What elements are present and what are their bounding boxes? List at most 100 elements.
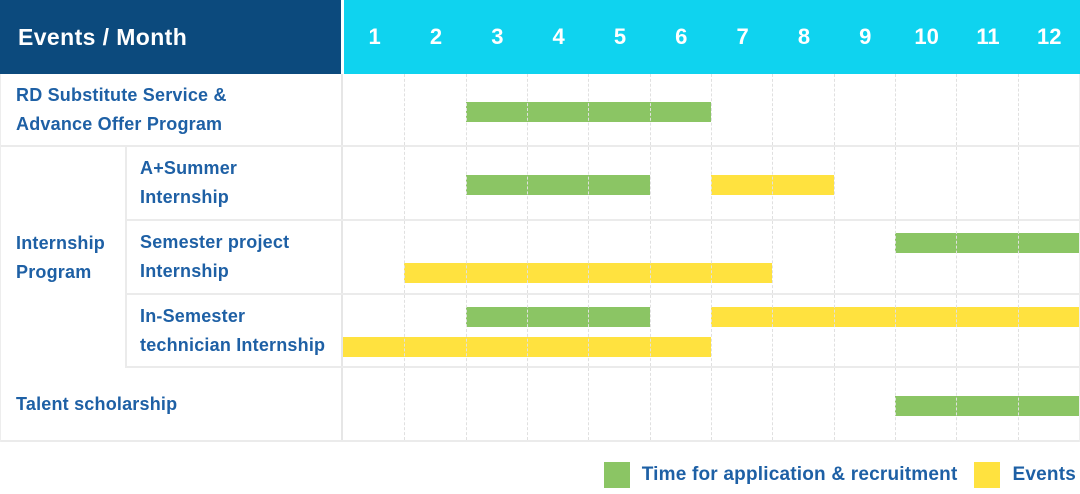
month-gridline	[895, 221, 896, 293]
month-tick-5: 5	[613, 24, 627, 49]
gantt-lane-in-semester	[341, 295, 1079, 366]
month-gridline	[956, 221, 958, 293]
month-gridline	[1017, 74, 1019, 145]
month-gridline	[711, 221, 712, 293]
application-color-swatch	[603, 462, 630, 488]
month-gridline	[895, 368, 896, 440]
gantt-lane-talent-scholarship	[341, 368, 1079, 440]
row-label-line: Talent scholarship	[16, 393, 178, 414]
month-tick-10: 10	[914, 24, 939, 49]
month-gridline	[711, 147, 712, 219]
month-gridline	[956, 74, 958, 145]
month-gridline	[833, 74, 835, 145]
table-row-semester-project: Semester project Internship	[125, 221, 1079, 295]
group-label-internship-program: Internship Program	[1, 147, 125, 368]
month-gridline	[833, 147, 835, 219]
row-label-line: Internship	[140, 187, 230, 207]
legend-item-events: Events	[974, 462, 1076, 488]
gantt-bar-application	[465, 101, 711, 122]
gantt-lane-rd-substitute	[341, 74, 1079, 145]
month-gridline	[772, 147, 774, 219]
month-gridline	[772, 74, 774, 145]
row-label-in-semester: In-Semester technician Internship	[125, 295, 341, 366]
gantt-bar-application	[895, 396, 1079, 416]
month-gridline	[772, 295, 774, 366]
month-gridline	[465, 74, 467, 145]
legend-item-application: Time for application & recruitment	[603, 462, 958, 488]
legend-label-events: Events	[1012, 464, 1076, 485]
month-gridline	[1017, 368, 1019, 440]
group-subrows: A+Summer Internship Semester project Int…	[125, 147, 1079, 368]
month-gridline	[833, 368, 835, 440]
events-color-swatch	[974, 462, 1001, 488]
month-gridline	[527, 147, 528, 219]
month-gridline	[649, 221, 651, 293]
month-gridline	[711, 368, 712, 440]
gantt-lane-semester-project	[341, 221, 1079, 293]
month-gridline	[527, 368, 528, 440]
month-gridline	[404, 147, 406, 219]
month-gridline	[772, 368, 774, 440]
month-tick-7: 7	[736, 24, 749, 49]
month-gridline	[956, 295, 958, 366]
month-gridline	[404, 221, 406, 293]
month-gridline	[1017, 221, 1019, 293]
month-tick-8: 8	[797, 24, 811, 49]
gantt-bar-application	[895, 233, 1079, 253]
month-axis: 1 2 3 4 5 6 7 8 9 10 11 12	[344, 0, 1080, 74]
table-header-row: Events / Month 1 2 3 4 5 6 7 8 9 10 11 1…	[0, 0, 1080, 74]
row-label-semester-project: Semester project Internship	[125, 221, 341, 293]
month-tick-12: 12	[1037, 24, 1062, 49]
month-gridline	[404, 74, 406, 145]
month-tick-9: 9	[859, 24, 872, 49]
month-gridline	[711, 295, 712, 366]
month-gridline	[649, 295, 651, 366]
month-gridline	[895, 74, 896, 145]
legend-label-application: Time for application & recruitment	[641, 464, 958, 485]
month-gridline	[588, 147, 590, 219]
month-gridline	[465, 221, 467, 293]
month-gridline	[588, 295, 590, 366]
month-gridline	[588, 74, 590, 145]
row-label-line: A+Summer	[140, 158, 238, 178]
row-label-rd-substitute: RD Substitute Service & Advance Offer Pr…	[1, 74, 341, 145]
legend: Time for application & recruitment Event…	[0, 442, 1080, 494]
month-gridline	[772, 221, 774, 293]
table-title: Events / Month	[18, 23, 188, 50]
month-tick-4: 4	[552, 24, 565, 49]
row-label-talent-scholarship: Talent scholarship	[1, 368, 341, 440]
month-gridline	[649, 368, 651, 440]
row-label-line: technician Internship	[140, 334, 326, 355]
month-tick-6: 6	[675, 24, 688, 49]
month-gridline	[404, 368, 406, 440]
month-gridline	[649, 74, 651, 145]
table-row-talent-scholarship: Talent scholarship	[1, 368, 1079, 442]
month-gridline	[527, 221, 528, 293]
table-group-internship-program: Internship Program A+Summer Internship	[1, 147, 1079, 368]
month-gridline	[527, 295, 528, 366]
header-divider	[341, 0, 344, 74]
month-gridline	[527, 74, 528, 145]
month-gridline	[956, 368, 958, 440]
month-gridline	[465, 295, 467, 366]
row-label-line: RD Substitute Service &	[16, 84, 227, 105]
events-month-header-cell: Events / Month	[0, 0, 341, 74]
month-gridline	[895, 295, 896, 366]
table-row-in-semester: In-Semester technician Internship	[125, 295, 1079, 368]
month-gridline	[649, 147, 651, 219]
month-gridline	[1017, 147, 1019, 219]
month-tick-2: 2	[429, 24, 443, 49]
table-row-a-summer: A+Summer Internship	[125, 147, 1079, 221]
row-label-a-summer: A+Summer Internship	[125, 147, 341, 219]
month-gridline	[1017, 295, 1019, 366]
month-gridline	[588, 368, 590, 440]
gantt-bar-application	[465, 306, 650, 327]
gantt-bar-application	[465, 175, 650, 195]
month-gridline	[465, 368, 467, 440]
row-label-line: In-Semester	[140, 305, 246, 326]
group-label-line: Internship	[16, 232, 106, 253]
month-gridline	[465, 147, 467, 219]
gantt-lane-a-summer	[341, 147, 1079, 219]
row-label-line: Semester project	[140, 232, 290, 252]
